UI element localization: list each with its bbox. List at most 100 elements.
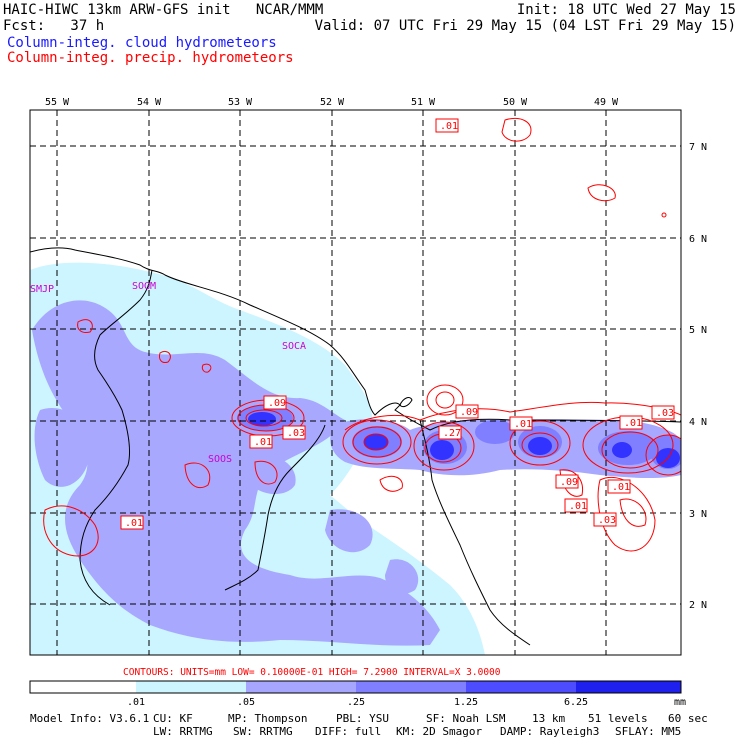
station-sogm: SOGM	[132, 281, 156, 292]
station-soca: SOCA	[282, 341, 306, 352]
colorbar-bin	[30, 681, 136, 693]
svg-text:.01: .01	[569, 501, 587, 512]
contour-label: .03	[593, 512, 617, 527]
lon-label: 55 W	[45, 97, 70, 108]
contour-label: .01	[120, 515, 144, 530]
svg-text:.01: .01	[624, 418, 642, 429]
svg-text:.03: .03	[287, 428, 305, 439]
model-info-res: 13 km	[532, 712, 566, 725]
precip-contour	[509, 420, 571, 466]
contour-label: .03	[651, 405, 675, 420]
coastlines	[30, 247, 681, 646]
colorbar-units: mm	[674, 697, 686, 708]
precip-contour	[77, 319, 93, 333]
title-left: HAIC-HIWC 13km ARW-GFS init NCAR/MMM	[3, 2, 324, 18]
colorbar-bin	[136, 681, 246, 693]
precip-contour	[43, 505, 99, 557]
model-info-version: Model Info: V3.6.1	[30, 712, 150, 725]
contour-label: .01	[607, 479, 631, 494]
lat-label: 4 N	[689, 417, 707, 428]
precip-contour	[587, 184, 616, 202]
model-info-sf: SF: Noah LSM	[426, 712, 506, 725]
map-frame	[29, 109, 682, 656]
svg-text:.03: .03	[598, 515, 616, 526]
svg-text:.27: .27	[443, 428, 461, 439]
colorbar-bin	[246, 681, 356, 693]
svg-text:.01: .01	[125, 518, 143, 529]
colorbar-frame	[29, 680, 682, 694]
precip-contour	[601, 431, 659, 469]
precip-contours	[43, 117, 681, 557]
station-labels: SMJP SOGM SOCA SOOS	[30, 281, 306, 465]
colorbar-bin	[576, 681, 681, 693]
precip-contour	[521, 432, 559, 458]
contour-label: .01	[509, 416, 533, 431]
contour-label: .09	[555, 474, 579, 489]
contour-label: .01	[249, 434, 273, 449]
model-info-km: KM: 2D Smagor	[396, 725, 483, 738]
lat-label: 3 N	[689, 509, 707, 520]
svg-text:.09: .09	[460, 407, 478, 418]
contour-labels: .01 .09 .01 .03 .09 .27 .01 .03 .01 .09 …	[120, 118, 675, 530]
lat-label: 2 N	[689, 600, 707, 611]
lon-label: 53 W	[228, 97, 253, 108]
lat-lon-grid	[30, 110, 681, 655]
precip-contour	[645, 434, 681, 476]
svg-text:.03: .03	[656, 408, 674, 419]
model-info-damp: DAMP: Rayleigh3	[500, 725, 600, 738]
lon-labels: 55 W 54 W 53 W 52 W 51 W 50 W 49 W	[45, 97, 619, 108]
contour-label: .01	[619, 415, 643, 430]
lat-label: 7 N	[689, 142, 707, 153]
colorbar-bin	[466, 681, 576, 693]
precip-contour	[201, 363, 212, 373]
contour-label: .27	[438, 425, 462, 440]
model-info-levels: 51 levels	[588, 712, 648, 725]
svg-text:.01: .01	[612, 482, 630, 493]
colorbar-tick: 6.25	[564, 697, 588, 708]
svg-text:.09: .09	[268, 398, 286, 409]
precip-field-label: Column-integ. precip. hydrometeors	[7, 50, 294, 66]
contour-label: .09	[263, 395, 287, 410]
colorbar: .01 .05 .25 1.25 6.25 mm	[29, 680, 686, 708]
cloud-shade-mid	[32, 300, 681, 646]
svg-text:.01: .01	[514, 419, 532, 430]
contour-label: .09	[455, 404, 479, 419]
contour-label: .01	[564, 498, 588, 513]
top-ticks	[56, 110, 607, 116]
precip-contour	[184, 462, 211, 489]
precip-contour	[159, 350, 171, 363]
precip-contour	[413, 421, 475, 471]
model-info-sw: SW: RRTMG	[233, 725, 293, 738]
lat-label: 6 N	[689, 234, 707, 245]
station-smjp: SMJP	[30, 284, 54, 295]
svg-text:.09: .09	[560, 477, 578, 488]
precip-contour	[254, 460, 278, 485]
precip-contour	[379, 475, 403, 492]
model-info-cu: CU: KF	[153, 712, 193, 725]
valid-time: Valid: 07 UTC Fri 29 May 15 (04 LST Fri …	[314, 18, 736, 34]
model-info-sflay: SFLAY: MM5	[615, 725, 682, 738]
model-info-lw: LW: RRTMG	[153, 725, 213, 738]
lon-label: 54 W	[137, 97, 162, 108]
contour-label: .03	[282, 425, 306, 440]
model-info-mp: MP: Thompson	[228, 712, 308, 725]
precip-contour	[661, 212, 667, 218]
lon-label: 51 W	[411, 97, 436, 108]
colorbar-tick: .05	[237, 697, 255, 708]
colorbar-tick: .25	[347, 697, 365, 708]
forecast-hour: Fcst: 37 h	[3, 18, 105, 34]
model-info-pbl: PBL: YSU	[336, 712, 389, 725]
lon-label: 50 W	[503, 97, 528, 108]
precip-contour	[426, 384, 464, 416]
colorbar-bin	[356, 681, 466, 693]
lon-label: 52 W	[320, 97, 345, 108]
shaded-field	[30, 262, 681, 655]
precip-contour	[435, 391, 455, 409]
precip-contour	[342, 419, 412, 465]
precip-contour	[245, 409, 283, 427]
precip-contour	[344, 401, 681, 431]
model-info-timestep: 60 sec	[668, 712, 708, 725]
svg-text:.01: .01	[254, 437, 272, 448]
svg-text:.01: .01	[440, 121, 458, 132]
